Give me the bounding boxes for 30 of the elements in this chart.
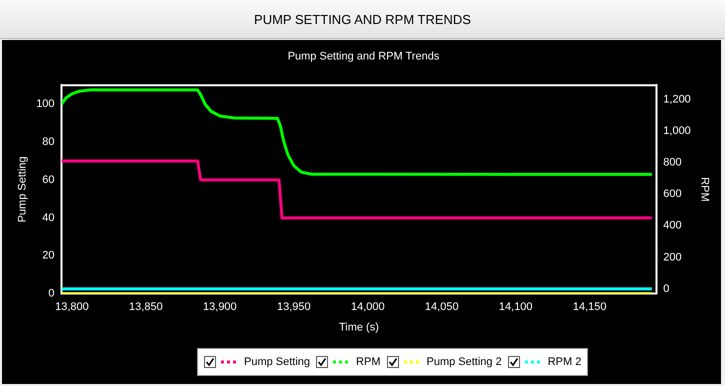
x-tick-label: 14,150 [572,301,607,314]
y-tick-label: 60 [42,174,55,186]
legend-label: RPM 2 [548,356,582,368]
legend-label: RPM [356,356,380,368]
x-tick-label: 13,900 [203,301,237,314]
legend-label: Pump Setting 2 [426,356,502,368]
y2-tick-label: 400 [663,220,682,232]
x-tick-label: 14,050 [424,301,459,314]
chart-subtitle: Pump Setting and RPM Trends [288,50,440,63]
y2-tick-label: 200 [663,251,682,264]
y-tick-label: 100 [36,98,55,110]
y2-tick-label: 0 [663,282,670,295]
y2-axis-title: RPM [698,177,710,202]
y2-tick-label: 1,000 [663,125,691,138]
y-tick-label: 80 [42,136,55,148]
y2-tick-label: 1,200 [663,93,691,106]
x-tick-label: 13,800 [55,301,89,314]
x-tick-label: 13,950 [276,301,311,314]
y-tick-label: 20 [42,250,55,262]
x-tick-label: 14,000 [350,301,385,314]
x-axis-title: Time (s) [338,321,379,334]
y-axis-title: Pump Setting [16,156,29,222]
x-tick-label: 13,850 [129,301,163,314]
chart-title: PUMP SETTING AND RPM TRENDS [0,0,725,39]
y-tick-label: 0 [48,288,55,300]
legend-label: Pump Setting [244,356,310,368]
y-tick-label: 40 [42,212,55,224]
x-tick-label: 14,100 [498,301,533,314]
y2-tick-label: 800 [663,156,682,169]
y2-tick-label: 600 [663,188,682,200]
